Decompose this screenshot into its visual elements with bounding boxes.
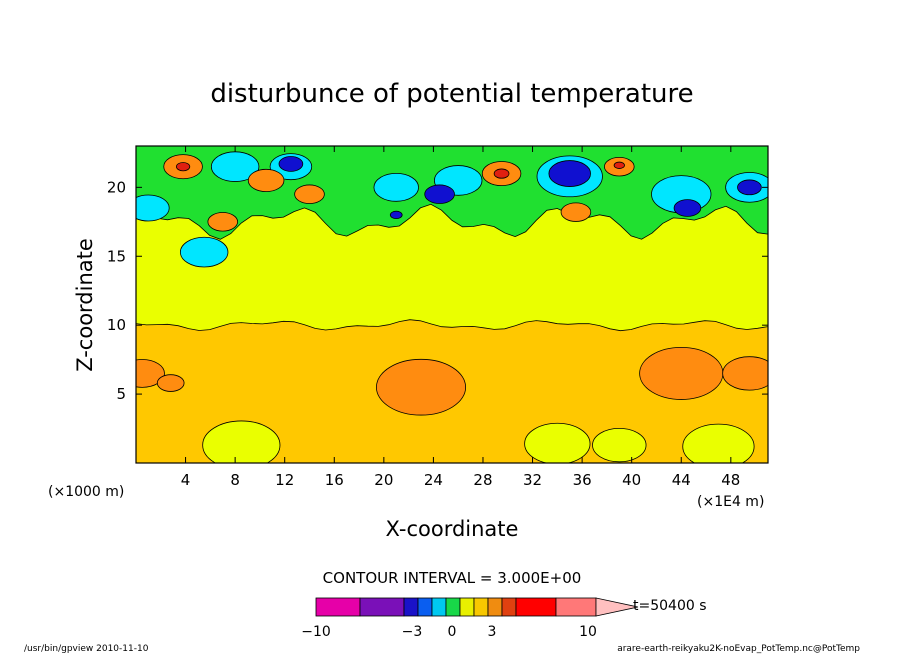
orange-patch	[136, 359, 165, 388]
cyan-patch	[136, 194, 170, 222]
orange-patch	[156, 374, 185, 392]
cyan-patch	[179, 236, 229, 268]
x-tick-label: 36	[573, 471, 592, 489]
blue-patch	[424, 184, 455, 204]
colorbar-cell	[417, 597, 433, 617]
orange-top-patch	[247, 168, 285, 193]
colorbar-label: −10	[301, 624, 331, 640]
x-tick-label: 4	[181, 471, 191, 489]
colorbar-cell	[445, 597, 461, 617]
x-tick-label: 32	[523, 471, 542, 489]
colorbar-cell	[555, 597, 597, 617]
colorbar-cell	[403, 597, 419, 617]
footer-right: arare-earth-reikyaku2K-noEvap_PotTemp.nc…	[617, 644, 860, 654]
orange-top-patch	[560, 202, 592, 222]
blue-patch	[737, 179, 762, 196]
y-tick-label: 15	[107, 247, 126, 265]
x-tick-label: 12	[275, 471, 294, 489]
blue-patch	[278, 156, 304, 172]
x-tick-label: 44	[672, 471, 691, 489]
colorbar	[315, 597, 639, 617]
y-axis-label: Z-coordinate	[73, 238, 97, 372]
chart-title: disturbunce of potential temperature	[210, 79, 693, 109]
time-label: t=50400 s	[633, 598, 707, 614]
x-tick-label: 48	[721, 471, 740, 489]
colorbar-cell	[473, 597, 489, 617]
light-patch	[592, 427, 647, 463]
colorbar-cell	[501, 597, 517, 617]
light-patch	[682, 423, 755, 463]
x-unit-left: (×1000 m)	[48, 484, 124, 500]
blue-patch	[389, 210, 403, 220]
light-patch	[524, 422, 591, 463]
colorbar-label: −3	[402, 624, 423, 640]
red-patch	[175, 162, 191, 172]
colorbar-arrow	[595, 597, 639, 617]
colorbar-label: 10	[579, 624, 597, 640]
cyan-patch	[373, 173, 419, 202]
x-tick-label: 24	[424, 471, 443, 489]
colorbar-labels: −10 −3 0 3 10	[301, 624, 597, 640]
y-tick-label: 10	[107, 316, 126, 334]
x-axis-ticks: 4 8 12 16 20 24 28 32 36 40 44 48	[181, 146, 740, 489]
colorbar-cell	[487, 597, 503, 617]
orange-top-patch	[207, 212, 239, 232]
y-tick-label: 20	[107, 178, 126, 196]
contour-interval: CONTOUR INTERVAL = 3.000E+00	[323, 569, 582, 587]
x-tick-label: 28	[473, 471, 492, 489]
x-tick-label: 8	[230, 471, 240, 489]
y-axis-ticks: 5 10 15 20	[107, 178, 768, 403]
colorbar-cell	[359, 597, 405, 617]
colorbar-cell	[315, 597, 361, 617]
red-patch	[613, 161, 625, 169]
plot-frame	[135, 145, 769, 464]
colorbar-label: 0	[448, 624, 457, 640]
colorbar-cell	[459, 597, 475, 617]
y-tick-label: 5	[116, 385, 126, 403]
orange-patch	[639, 346, 724, 400]
orange-patch	[376, 358, 467, 416]
x-tick-label: 16	[325, 471, 344, 489]
x-tick-label: 40	[622, 471, 641, 489]
colorbar-cell	[515, 597, 557, 617]
red-patch	[493, 168, 510, 179]
orange-patch	[722, 356, 768, 391]
blue-patch	[548, 160, 591, 187]
colorbar-cell	[431, 597, 447, 617]
colorbar-label: 3	[488, 624, 497, 640]
footer-left: /usr/bin/gpview 2010-11-10	[24, 644, 149, 654]
light-patch	[202, 420, 281, 463]
contour-plot	[136, 146, 768, 463]
orange-top-patch	[294, 184, 325, 204]
x-axis-label: X-coordinate	[386, 517, 519, 541]
x-tick-label: 20	[374, 471, 393, 489]
blue-patch	[673, 199, 702, 217]
x-unit-right: (×1E4 m)	[697, 494, 764, 510]
